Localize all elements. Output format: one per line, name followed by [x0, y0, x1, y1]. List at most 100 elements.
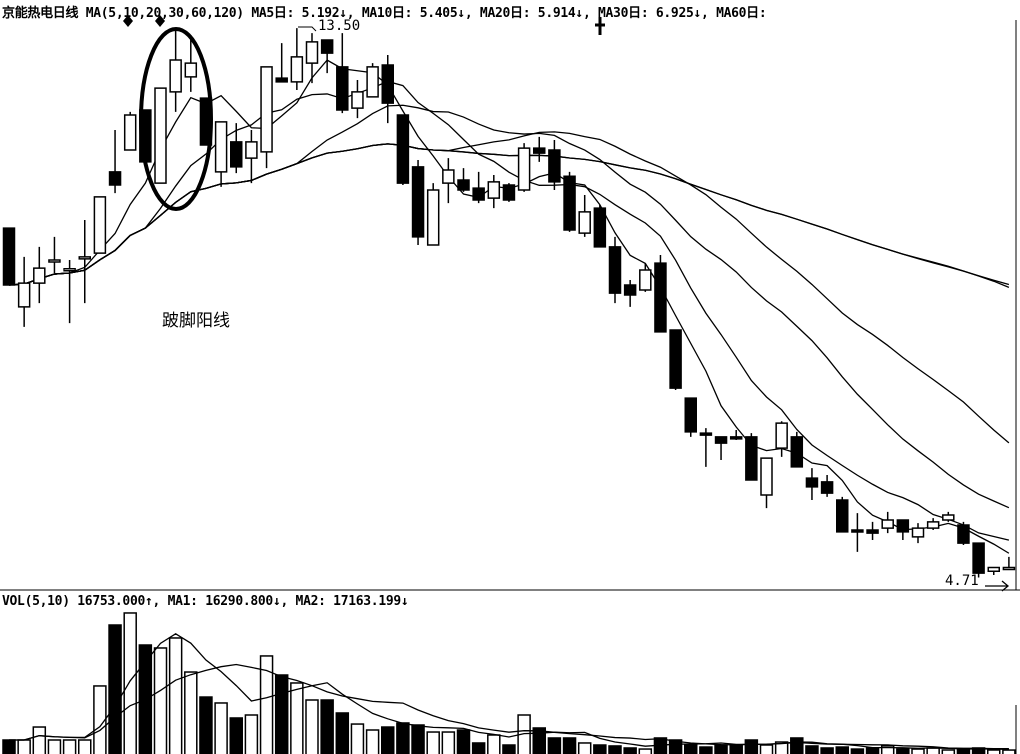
candle-body: [548, 149, 561, 183]
candle: [123, 111, 137, 151]
candle: [820, 475, 834, 497]
candle: [699, 428, 713, 467]
high-pointer: [298, 26, 317, 32]
volume-ma-lines: [9, 633, 1009, 751]
volume-bar: [774, 741, 789, 754]
candle-body: [836, 499, 849, 533]
vol-ma10-line: [9, 663, 1009, 750]
volume-bar: [456, 729, 471, 754]
volume-bar: [502, 744, 516, 754]
candle: [17, 256, 31, 327]
volume-bar: [32, 726, 47, 754]
candle: [457, 168, 470, 192]
volume-bar: [78, 739, 92, 754]
volume-bar: [229, 717, 243, 754]
candle-body: [972, 542, 985, 574]
volume-bar: [290, 682, 304, 754]
volume-bar: [562, 737, 577, 754]
candle-body: [260, 66, 273, 153]
candle: [351, 80, 364, 119]
candle: [426, 183, 440, 246]
volume-bar: [335, 712, 350, 754]
candle: [396, 114, 410, 185]
candle-body: [1002, 566, 1016, 571]
candle-body: [336, 66, 349, 111]
candle-body: [93, 196, 107, 254]
candle: [275, 43, 288, 83]
candle: [33, 246, 46, 304]
volume-bar: [532, 727, 546, 754]
candle: [684, 397, 697, 437]
candle-body: [729, 436, 743, 440]
volume-bar: [1002, 749, 1016, 754]
candle-body: [214, 121, 228, 173]
candle: [502, 183, 516, 202]
volume-bar: [168, 637, 183, 754]
volume-bar: [274, 674, 289, 754]
volume-bar: [108, 624, 122, 754]
price-chart-header: 京能热电日线 MA(5,10,20,30,60,120) MA5日: 5.192…: [2, 6, 767, 21]
candle-body: [851, 529, 864, 533]
candle-body: [123, 114, 137, 151]
ma120-line: [8, 143, 1010, 286]
candle-body: [805, 477, 819, 488]
volume-bar: [441, 731, 456, 754]
candle-body: [487, 181, 501, 199]
volume-bar: [2, 739, 16, 754]
candle-body: [351, 91, 364, 109]
candle: [851, 513, 864, 552]
volume-bar: [880, 745, 895, 754]
candle-body: [608, 246, 622, 294]
candle: [260, 66, 273, 169]
volume-bar: [623, 747, 637, 754]
volume-bar: [729, 744, 743, 754]
candle-body: [578, 211, 591, 234]
candle-body: [108, 171, 122, 186]
candle: [290, 28, 304, 90]
volume-bar: [547, 737, 562, 754]
candle-body: [381, 64, 394, 104]
candle: [775, 421, 788, 457]
candle: [578, 195, 591, 237]
volume-bar: [184, 671, 198, 754]
candle: [442, 158, 455, 204]
volume-bar: [896, 748, 910, 754]
candle-body: [78, 256, 91, 260]
volume-bar: [926, 747, 940, 754]
candle-body: [457, 179, 470, 191]
candle-body: [881, 519, 894, 529]
candle: [623, 280, 637, 307]
volume-bar: [123, 612, 137, 754]
volume-bar: [320, 699, 334, 754]
volume-bar: [471, 742, 486, 754]
candle-body: [790, 436, 804, 468]
candle-body: [305, 41, 319, 64]
volume-bar: [865, 747, 880, 754]
candle: [487, 175, 501, 209]
candle-body: [911, 527, 925, 538]
candle: [957, 521, 970, 545]
candle: [926, 518, 940, 530]
diamond-marker-icon: [123, 15, 133, 27]
candle-body: [563, 175, 576, 231]
candle-body: [245, 141, 258, 159]
volume-chart-header: VOL(5,10) 16753.000↑, MA1: 16290.800↓, M…: [2, 594, 409, 609]
candle-body: [320, 39, 334, 54]
candle: [729, 430, 743, 440]
candle-body: [472, 187, 485, 201]
candle: [366, 63, 379, 98]
candle: [48, 236, 61, 274]
candle-body: [987, 566, 1000, 572]
candle-body: [33, 267, 46, 284]
candle: [987, 566, 1000, 575]
volume-bar: [805, 745, 819, 754]
volume-bar: [668, 739, 683, 754]
candle-body: [820, 481, 834, 494]
candle: [517, 143, 531, 192]
volume-bar: [699, 746, 713, 754]
candle: [563, 171, 576, 232]
candle: [93, 196, 107, 254]
volume-bar: [47, 739, 62, 754]
candle: [790, 431, 804, 468]
